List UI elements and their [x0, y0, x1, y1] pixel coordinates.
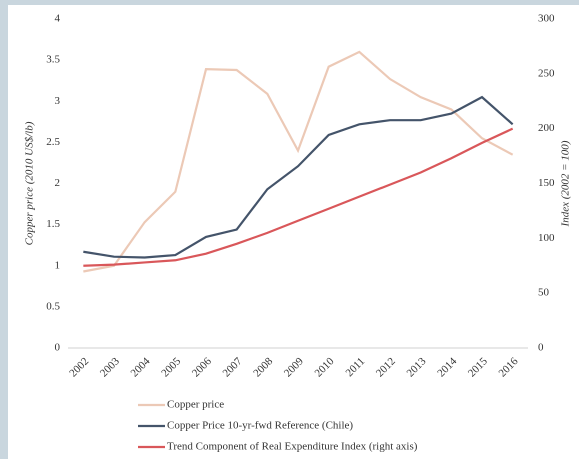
y2-axis-label: Index (2002 = 100) — [560, 140, 572, 227]
y-tick-label: 2.5 — [46, 136, 60, 148]
y2-tick-label: 250 — [538, 67, 555, 79]
y2-tick-label: 0 — [538, 342, 544, 354]
x-tick-label: 2007 — [221, 355, 245, 379]
series-line — [83, 127, 514, 267]
series-line — [83, 50, 514, 273]
x-tick-label: 2003 — [98, 355, 122, 379]
y2-tick-label: 300 — [538, 13, 555, 25]
y-tick-label: 4 — [55, 13, 61, 25]
y2-tick-label: 200 — [538, 122, 555, 134]
y-tick-label: 1.5 — [46, 218, 60, 230]
x-tick-label: 2014 — [435, 355, 459, 379]
chart: 0 0.5 1 1.5 2 2.5 3 3.5 4 0 50 100 150 200 250 300 2002 2… — [8, 5, 579, 459]
x-tick-label: 2015 — [466, 355, 490, 379]
x-tick-label: 2012 — [374, 355, 398, 379]
y-tick-label: 1 — [55, 259, 61, 271]
x-tick-label: 2011 — [343, 355, 367, 379]
x-tick-label: 2006 — [190, 355, 214, 379]
legend-label: Copper Price 10-yr-fwd Reference (Chile) — [167, 420, 353, 432]
y2-tick-label: 50 — [538, 287, 550, 299]
x-tick-label: 2013 — [405, 355, 429, 379]
y-tick-label: 0 — [55, 342, 61, 354]
y-tick-label: 3.5 — [46, 54, 60, 66]
x-tick-label: 2010 — [313, 355, 337, 379]
x-tick-label: 2009 — [282, 355, 306, 379]
x-tick-label: 2016 — [497, 355, 521, 379]
legend-label: Copper price — [167, 399, 224, 411]
series-line — [83, 95, 514, 259]
x-tick-label: 2002 — [67, 355, 91, 379]
x-tick-label: 2005 — [159, 355, 183, 379]
y2-tick-label: 150 — [538, 177, 555, 189]
y-axis-label: Copper price (2010 US$/lb) — [24, 121, 36, 245]
x-tick-label: 2008 — [251, 355, 275, 379]
y2-tick-label: 100 — [538, 232, 555, 244]
x-tick-label: 2004 — [129, 355, 153, 379]
y-tick-label: 2 — [55, 177, 61, 189]
legend-label: Trend Component of Real Expenditure Inde… — [167, 441, 418, 453]
y-tick-label: 3 — [55, 95, 61, 107]
y-tick-label: 0.5 — [46, 300, 60, 312]
